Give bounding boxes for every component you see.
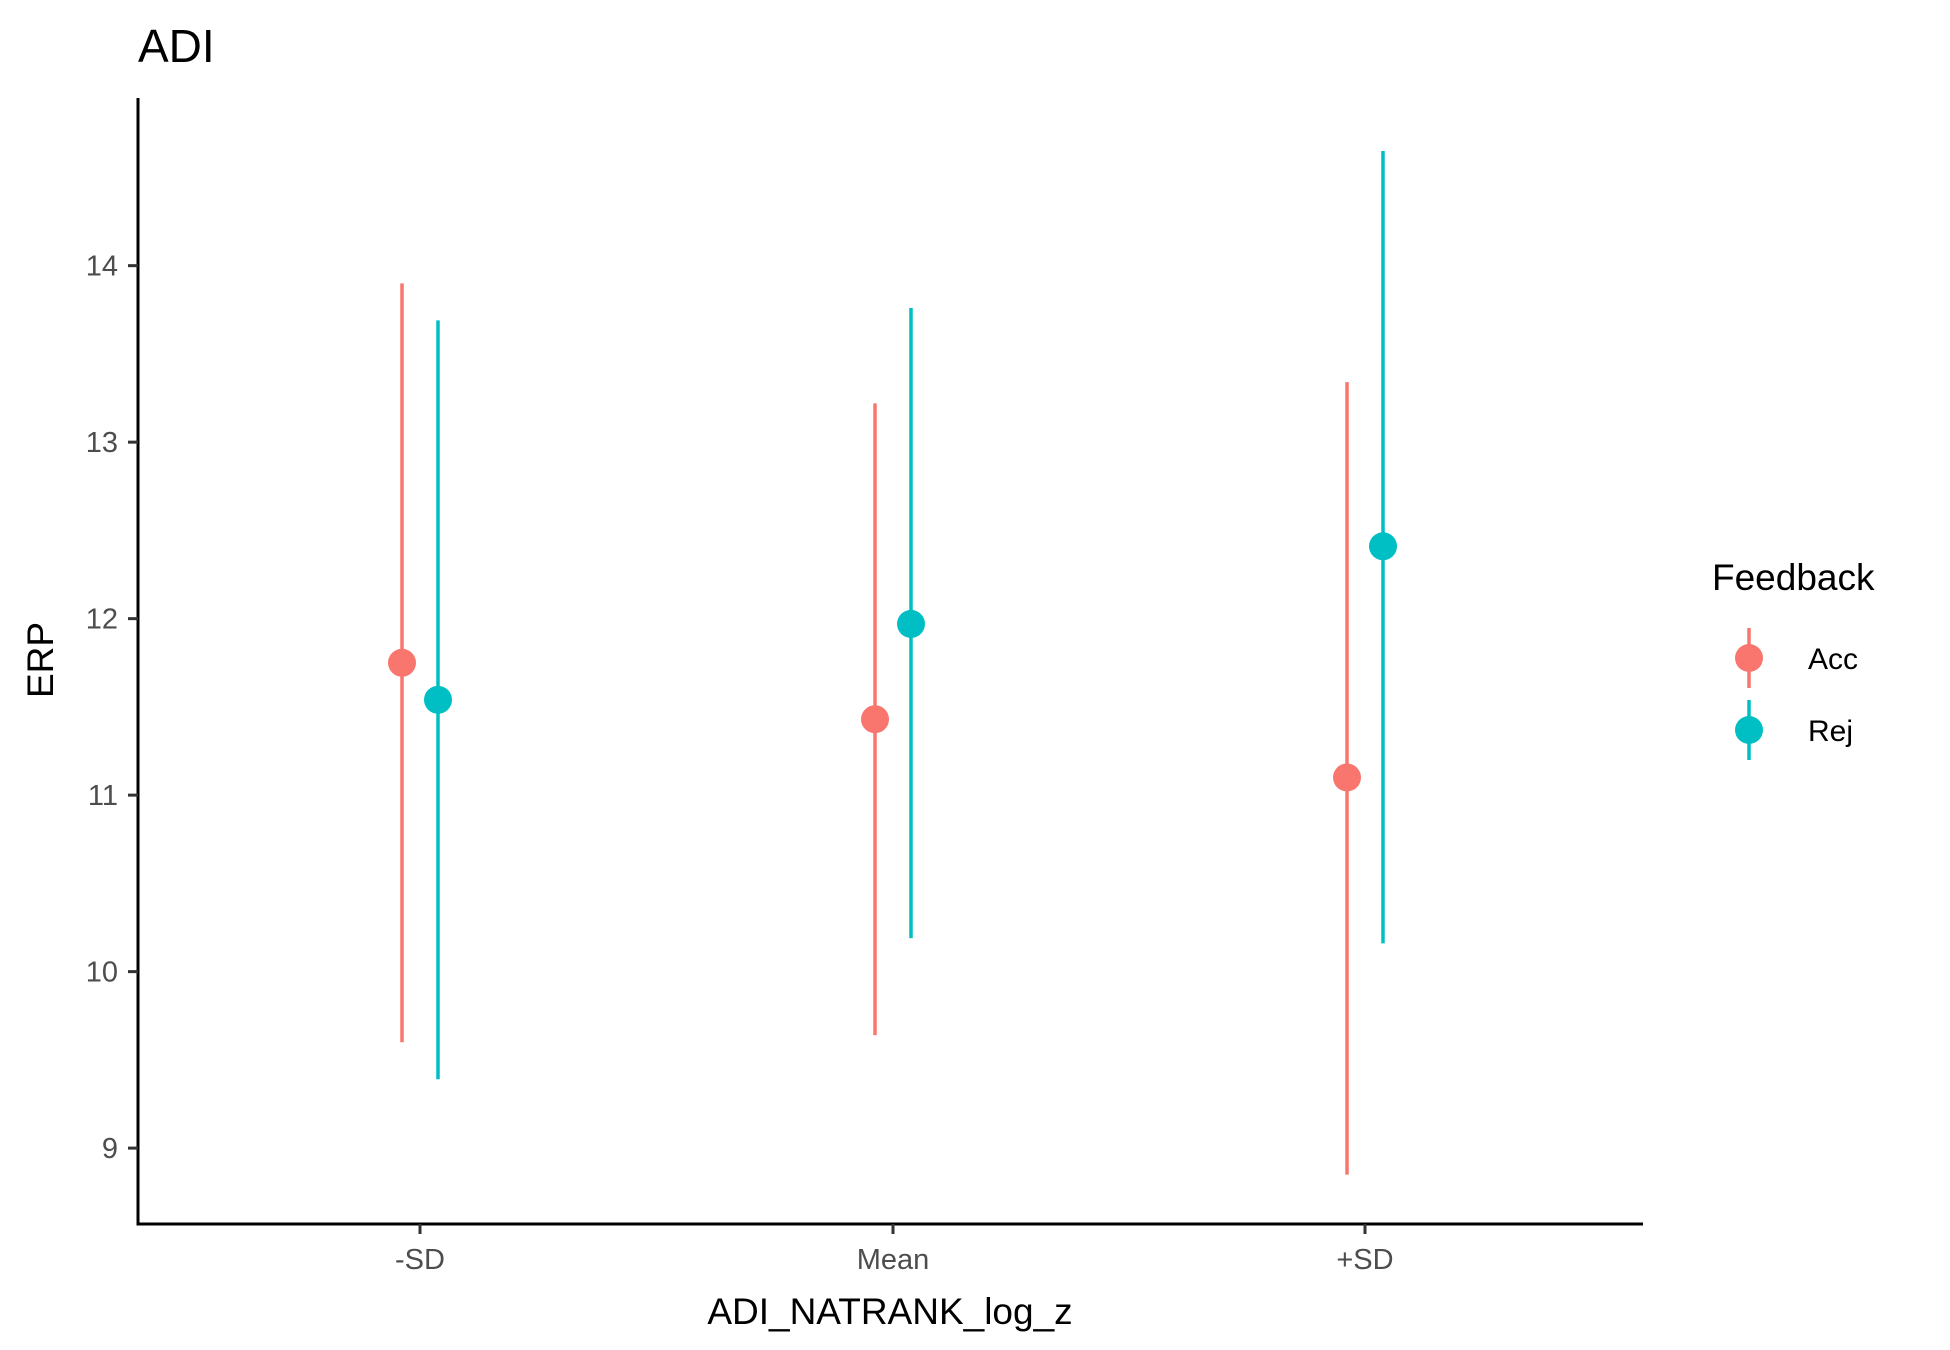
y-tick-label: 14 (86, 251, 118, 283)
data-point-acc (1333, 763, 1361, 792)
y-tick-label: 11 (88, 780, 118, 812)
y-tick-label: 9 (102, 1133, 118, 1165)
legend-key-point-acc (1735, 644, 1763, 672)
y-ticks: 9 10 11 12 13 14 (86, 251, 138, 1165)
plot-area (388, 150, 1397, 1175)
y-tick-label: 13 (86, 427, 118, 459)
legend-item-rej: Rej (1735, 700, 1853, 760)
x-tick-label: +SD (1336, 1244, 1393, 1276)
y-axis-title: ERP (20, 622, 61, 698)
y-tick-label: 10 (86, 957, 118, 989)
y-tick-label: 12 (86, 604, 118, 636)
data-point-acc (388, 648, 416, 677)
legend: Feedback Acc Rej (1712, 557, 1875, 760)
x-ticks: -SD Mean +SD (395, 1224, 1394, 1276)
data-point-acc (861, 705, 889, 734)
legend-title: Feedback (1712, 557, 1875, 598)
x-tick-label: -SD (395, 1244, 445, 1276)
legend-label-acc: Acc (1808, 643, 1858, 676)
chart-title: ADI (138, 20, 215, 72)
x-tick-label: Mean (857, 1244, 930, 1276)
data-point-rej (1369, 532, 1397, 561)
legend-label-rej: Rej (1808, 715, 1853, 748)
x-axis-title: ADI_NATRANK_log_z (707, 1291, 1072, 1332)
legend-item-acc: Acc (1735, 628, 1858, 688)
data-point-rej (424, 685, 452, 714)
legend-key-point-rej (1735, 716, 1763, 744)
data-point-rej (897, 609, 925, 638)
